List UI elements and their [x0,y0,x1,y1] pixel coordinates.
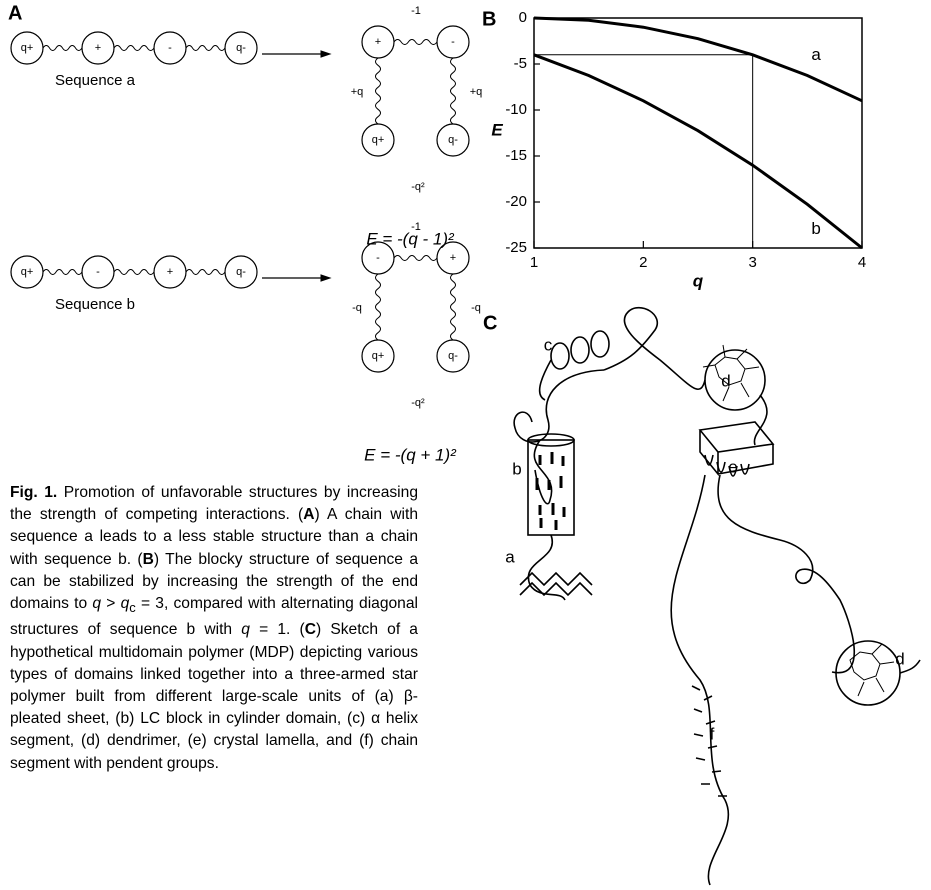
domain-label: a [505,547,515,566]
monomer-label: + [95,42,101,54]
monomer-label: q+ [372,134,385,146]
domain-label: e [728,457,737,476]
panel-label: B [482,8,496,30]
y-tick-label: -5 [514,55,527,72]
x-tick-label: 4 [858,254,866,271]
arrow-head [321,275,330,281]
sketch-labels: c d b e a d f [505,335,904,743]
domain-label: c [544,335,553,354]
link-energy: -q [471,302,481,314]
sequence-name: Sequence a [55,72,136,89]
panel-label: C [483,312,497,334]
energy-formula: E = -(q + 1)² [364,445,457,464]
link-energy: -q² [411,397,425,409]
caption-symbol: q [121,595,130,612]
helix [591,331,609,357]
x-axis-label: q [693,271,704,290]
caption-symbol: q [92,595,101,612]
linker [376,274,381,340]
domain-label: d [895,649,904,668]
helix [571,337,589,363]
chain [604,308,705,390]
linker [451,58,456,124]
linker [376,58,381,124]
linker [394,40,437,45]
chain [754,395,767,445]
x-tick-label: 1 [530,254,538,271]
monomer-label: q+ [372,350,385,362]
monomer-label: q- [236,266,246,278]
caption-ref: C [305,621,316,638]
dendrimer-mesh [850,644,894,696]
link-energy: -1 [411,221,421,233]
domain-label: f [710,724,715,743]
monomer-label: + [167,266,173,278]
link-energy: +q [470,86,483,98]
page: A q++-q-Sequence a+-q+q--1+q+q-q²E = -(q… [0,0,931,890]
y-tick-label: 0 [519,9,527,26]
sequence-b: q+ - + q- Sequence b - + q+ q- -1 -q -q -q² E = -(q +… [11,221,481,465]
dendrimer [836,641,900,705]
x-tick-label: 2 [639,254,647,271]
caption-ref: B [143,551,154,568]
linker [394,256,437,261]
dendrimer-mesh [703,345,759,401]
monomer-label: - [451,36,455,48]
monomer-label: q- [448,134,458,146]
helix [551,343,569,369]
chain [534,440,551,504]
panel-label: A [8,2,22,24]
sequence-name: Sequence b [55,296,135,313]
linker [114,270,154,275]
chain [718,475,854,673]
monomer-label: - [168,42,172,54]
caption-ref: A [303,506,314,523]
domain-label: b [512,459,521,478]
chain [528,535,565,600]
beta-sheet [520,573,592,595]
monomer-label: q- [236,42,246,54]
caption-text: > [101,595,121,612]
caption-text: = 1. ( [250,621,305,638]
domain-label: d [721,371,730,390]
linker [114,46,154,51]
link-energy: -q² [411,181,425,193]
caption: Fig. 1. Promotion of unfavorable structu… [10,482,418,775]
chain [514,370,604,442]
y-tick-label: -25 [505,239,527,256]
monomer-label: - [96,266,100,278]
y-tick-label: -20 [505,193,527,210]
monomer-label: q+ [21,266,34,278]
y-axis-label: E [491,120,503,139]
link-energy: -q [352,302,362,314]
caption-title: Fig. 1. [10,484,57,501]
linker [186,46,225,51]
link-energy: +q [351,86,364,98]
arrow-head [321,51,330,57]
linker [451,274,456,340]
caption-symbol: q [241,621,250,638]
monomer-label: + [450,252,456,264]
polymer-sketch [514,308,920,885]
curve-label: a [811,45,821,64]
y-tick-label: -15 [505,147,527,164]
monomer-label: - [376,252,380,264]
link-energy: -1 [411,5,421,17]
monomer-label: q- [448,350,458,362]
monomer-label: q+ [21,42,34,54]
linker [43,270,82,275]
curve-label: b [811,219,820,238]
chart: 0 -5 -10 -15 -20 -251 2 3 4 q Ea b [491,9,866,291]
lc-block [537,452,564,530]
caption-text: ) Sketch of a hypothetical multidomain p… [10,621,418,771]
sequence-a: q++-q-Sequence a+-q+q--1+q+q-q²E = -(q -… [11,5,482,249]
linker [43,46,82,51]
monomer-label: + [375,36,381,48]
chain [540,360,551,400]
y-tick-label: -10 [505,101,527,118]
chain [671,475,728,885]
x-tick-label: 3 [748,254,756,271]
linker [186,270,225,275]
